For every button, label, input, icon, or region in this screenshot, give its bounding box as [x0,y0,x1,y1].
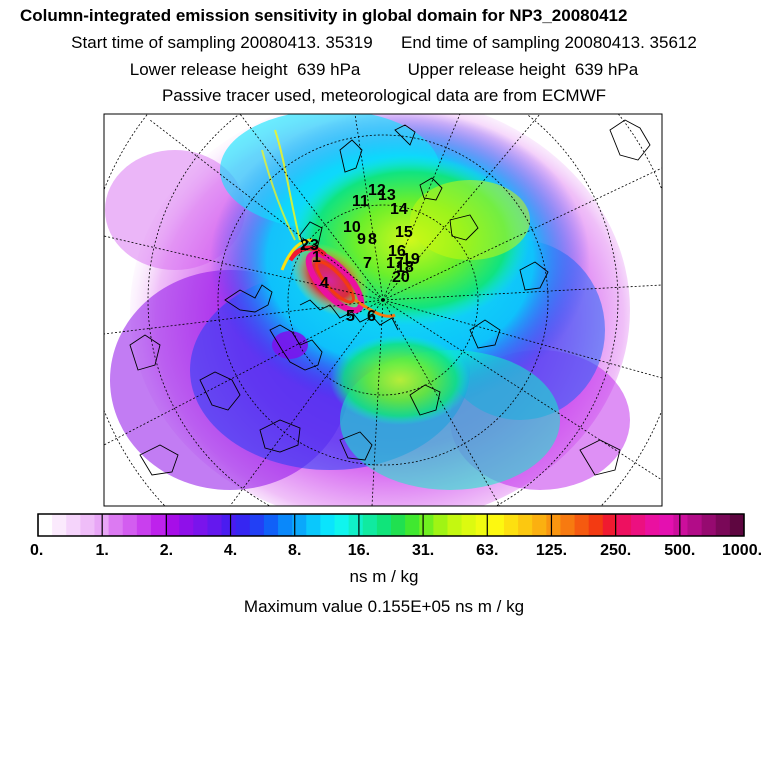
maximum-value-label: Maximum value 0.155E+05 ns m / kg [243,597,525,616]
colorbar-cell [179,514,194,536]
colorbar-cell [574,514,590,536]
trajectory-label: 17 [386,255,404,272]
colorbar-cell [391,514,406,536]
colorbar-cell [687,514,703,536]
colorbar-cell [518,514,533,536]
colorbar-tick-label: 4. [224,542,237,559]
colorbar-cell [715,514,731,536]
trajectory-label: 3 [310,237,319,254]
trajectory-label: 16 [388,243,406,260]
colorbar-tick-label: 16. [348,542,370,559]
colorbar-tick-label: 250. [600,542,631,559]
colorbar-tick-label: 8. [288,542,301,559]
colorbar-cell [631,514,646,536]
trajectory-label: 1 [312,249,321,266]
colorbar-cell [150,514,166,536]
colorbar-cell [729,514,745,536]
graticule [104,114,662,506]
colorbar-cell [80,514,95,536]
colorbar-cell [165,514,180,536]
colorbar-cell [292,514,307,536]
trajectory-label: 5 [346,308,355,325]
trajectory-label: 6 [367,308,376,325]
colorbar-tick-label: 125. [536,542,567,559]
colorbar-cell [221,514,237,536]
plot-title: Column-integrated emission sensitivity i… [20,6,628,25]
colorbar-cell [278,514,293,536]
trajectory-label: 19 [402,251,420,268]
trajectory-labels: 1 2 3 4 5 6 7 8 9 10 11 12 13 14 15 16 1… [300,182,420,325]
trajectory-label: 14 [390,201,408,218]
colorbar-cell [489,514,505,536]
colorbar-cell [136,514,152,536]
map-frame [103,113,663,507]
trajectory-label: 4 [320,275,329,292]
colorbar-tick-label: 63. [476,542,498,559]
colorbar-cell [419,514,434,536]
coastlines [129,119,651,476]
colorbar-cell [122,514,138,536]
trajectory-label: 15 [395,224,413,241]
colorbar-tick-label: 500. [664,542,695,559]
colorbar-cell [306,514,321,536]
colorbar-unit: ns m / kg [349,567,419,586]
colorbar-cell [334,514,350,536]
colorbar-cell [475,514,491,536]
colorbar-cell [235,514,251,536]
trajectory-label: 2 [300,237,309,254]
colorbar-cell [673,514,689,536]
colorbar-cell [616,514,632,536]
colorbar-cell [461,514,477,536]
colorbar-tick-label: 1000. [722,542,762,559]
trajectory-label: 18 [396,259,414,276]
colorbar-cell [532,514,547,536]
trajectory-label: 7 [363,255,372,272]
colorbar-cell [207,514,223,536]
colorbar-cell [447,514,463,536]
colorbar-cell [433,514,448,536]
trajectory-label: 12 [368,182,386,199]
colorbar-cell [348,514,364,536]
colorbar-cell [602,514,618,536]
colorbar-cell [376,514,392,536]
colorbar-cell [52,514,67,536]
release-height-line: Lower release height 639 hPa Upper relea… [129,60,639,79]
colorbar-cell [362,514,378,536]
sampling-time-line: Start time of sampling 20080413. 35319 E… [71,33,697,52]
colorbar-tick-label: 1. [96,542,109,559]
tracer-info-line: Passive tracer used, meteorological data… [161,86,607,105]
sensitivity-field: 1 2 3 4 5 6 7 8 9 10 11 12 13 14 15 16 1… [104,114,662,506]
colorbar-cell [249,514,265,536]
colorbar-tick-label: 31. [412,542,434,559]
colorbar-cell [560,514,576,536]
colorbar-cell [263,514,279,536]
colorbar-cell [701,514,717,536]
colorbar-tick-label: 2. [160,542,173,559]
colorbar-cell [588,514,604,536]
colorbar-cell [193,514,208,536]
colorbar-cell [405,514,420,536]
colorbar-cell [108,514,124,536]
colorbar-cell [320,514,336,536]
trajectory-label: 10 [343,219,361,236]
trajectory-label: 20 [392,269,410,286]
colorbar-tick-label: 0. [30,542,43,559]
colorbar-cell [66,514,81,536]
trajectory-label: 9 [357,231,366,248]
trajectory-label: 13 [378,187,396,204]
trajectory-label: 8 [368,231,377,248]
colorbar-cell [659,514,674,536]
colorbar-cell [645,514,660,536]
colorbar-cell [546,514,561,536]
colorbar-cell [503,514,519,536]
colorbar-cell [38,514,53,536]
trajectory-label: 11 [352,193,369,210]
